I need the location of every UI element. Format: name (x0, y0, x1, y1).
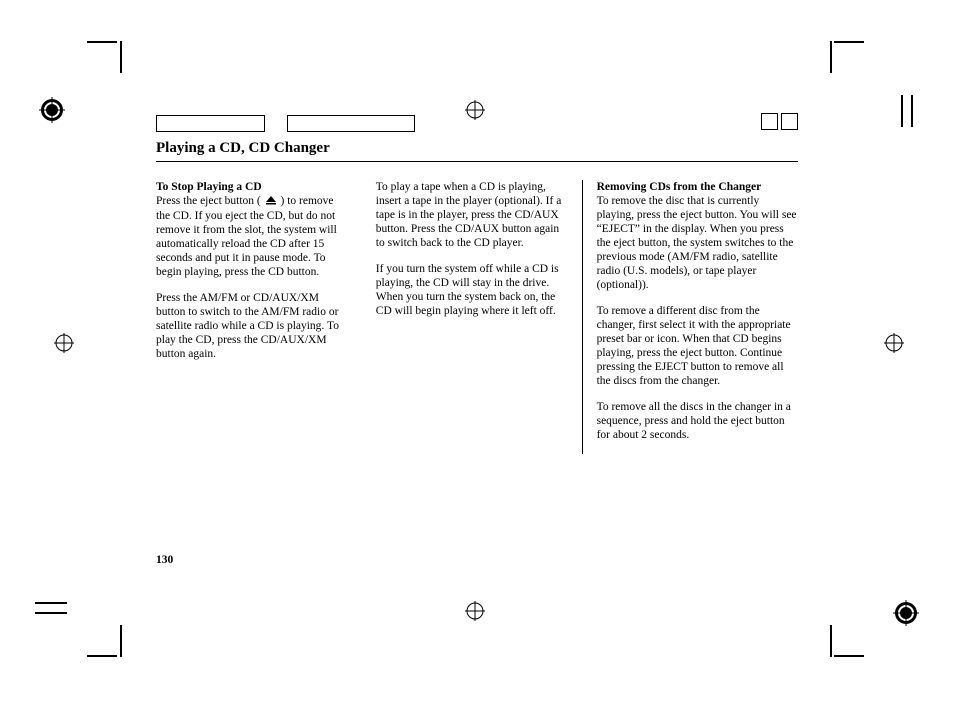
column-1: To Stop Playing a CD Press the eject but… (156, 180, 362, 454)
crop-mark (834, 655, 864, 657)
crop-mark (87, 41, 117, 43)
section-heading: Removing CDs from the Changer (597, 181, 762, 193)
eject-icon (264, 195, 278, 209)
content-columns: To Stop Playing a CD Press the eject but… (156, 180, 798, 454)
crop-mark (830, 41, 832, 73)
para: To Stop Playing a CD Press the eject but… (156, 180, 348, 279)
registration-mark-icon (39, 97, 65, 123)
page-number: 130 (156, 554, 173, 566)
header-box-row (156, 115, 415, 132)
para: Press the AM/FM or CD/AUX/XM button to s… (156, 291, 348, 361)
text: ) to remove the CD. If you eject the CD,… (156, 195, 337, 278)
para: To play a tape when a CD is playing, ins… (376, 180, 568, 250)
registration-mark-icon (465, 601, 485, 621)
corner-square (781, 113, 798, 130)
page-title: Playing a CD, CD Changer (156, 140, 798, 162)
crop-mark (830, 625, 832, 657)
text: Press the eject button ( (156, 195, 261, 207)
registration-mark-icon (465, 100, 485, 120)
header-box (156, 115, 265, 132)
registration-mark-icon (54, 333, 74, 353)
para: If you turn the system off while a CD is… (376, 262, 568, 318)
para: To remove a different disc from the chan… (597, 304, 798, 388)
corner-square-pair (761, 113, 798, 130)
text: To remove the disc that is currently pla… (597, 195, 797, 291)
crop-mark (834, 41, 864, 43)
crop-mark (120, 625, 122, 657)
column-3: Removing CDs from the Changer To remove … (582, 180, 798, 454)
registration-mark-icon (897, 95, 923, 127)
registration-mark-icon (35, 597, 67, 623)
crop-mark (120, 41, 122, 73)
manual-page: Playing a CD, CD Changer To Stop Playing… (0, 0, 954, 710)
para: Removing CDs from the Changer To remove … (597, 180, 798, 292)
header-box (287, 115, 415, 132)
crop-mark (87, 655, 117, 657)
registration-mark-icon (893, 600, 919, 626)
para: To remove all the discs in the changer i… (597, 400, 798, 442)
section-heading: To Stop Playing a CD (156, 181, 262, 193)
column-2: To play a tape when a CD is playing, ins… (362, 180, 582, 454)
registration-mark-icon (884, 333, 904, 353)
corner-square (761, 113, 778, 130)
